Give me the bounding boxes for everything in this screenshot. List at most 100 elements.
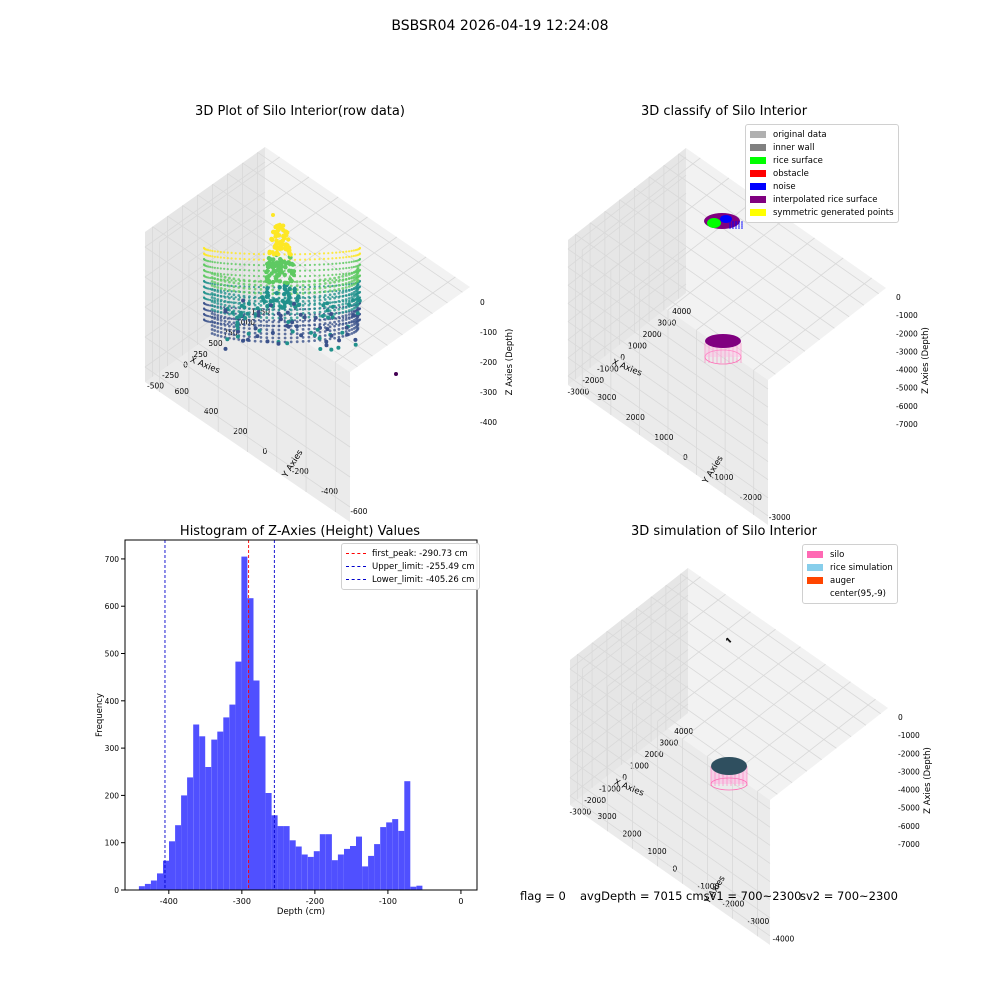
hist-bar [253,680,260,890]
legend-label: center(95,-9) [830,588,886,599]
plot4-ztick-label: -4000 [898,786,920,795]
plot2-grid-zy [567,284,769,426]
hist-ytick-label: 700 [105,555,120,564]
plot1-front-point [237,338,241,341]
plot1-ytick-label: -200 [292,467,309,476]
plot1-floor-point [312,333,317,338]
plot1-wall-point [299,319,302,322]
plot1-peak-point [296,302,302,307]
plot1-peak-point [282,272,287,277]
plot1-floor-point [239,313,244,318]
plot1-front-point [337,279,341,283]
plot1-floor-point [315,327,320,332]
plot1-wall-point [358,274,362,277]
avg-depth-text: avgDepth = 7015 cmsv1 = 700~2300 [580,889,802,903]
plot1-wall-point [358,257,362,261]
plot1-front-point [289,312,293,316]
plot1-front-point [337,275,341,279]
plot1-front-point [213,293,217,296]
hist-bar [301,854,308,890]
plot1-floor-point [325,301,330,306]
plot1-front-point [242,294,246,298]
legend-label: Upper_limit: -255.49 cm [372,561,475,572]
plot1-front-point [341,323,345,326]
plot1-wall-point [313,258,316,261]
plot1-front-point [337,295,341,299]
plot1-wall-point [207,282,210,285]
plot4-ztick-label: -2000 [898,749,920,758]
hist-bar [398,830,405,890]
plot1-ytick-label: 0 [263,447,268,456]
plot1-front-point [341,327,345,330]
plot1-wall-point [358,268,362,272]
plot1-floor-point [276,341,281,346]
plot4-xtick-label: 4000 [674,727,693,736]
classify-legend: original data inner wall rice surface obsta… [745,124,899,223]
plot1-front-point [337,311,341,315]
plot1-wall-point [234,274,237,277]
plot2-ytick-label: 2000 [626,413,645,422]
plot1-front-point [350,308,354,311]
plot2-ztick-label: -5000 [896,384,918,393]
plot1-wall-point [313,274,316,277]
plot1-front-point [337,331,341,335]
plot1-front-point [347,289,351,292]
plot1-front-point [313,299,316,302]
plot1-front-point [223,303,227,307]
plot1-wall-point [219,272,222,276]
plot1-wall-point [230,257,233,260]
legend-swatch [807,551,823,558]
plot1-wall-point [257,302,260,305]
plot1-floor-point [223,309,228,314]
plot1-front-point [313,319,316,322]
plot1-front-point [253,303,257,307]
plot1-front-point [301,288,305,291]
plot1-floor-point [239,303,244,308]
plot1-peak-point [292,286,297,292]
plot2-grid-z [567,229,687,322]
plot1-floor-point [324,343,329,348]
plot1-wall-point [304,286,307,289]
plot1-wall-point [234,263,237,266]
plot1-front-point [328,281,332,285]
plot1-wall-point [219,267,222,270]
plot1-floor-point [351,298,356,303]
plot1-wall-point [252,269,256,272]
plot1-front-point [337,327,341,331]
plot4-ztick-label: -7000 [898,840,920,849]
plot1-front-point [253,339,257,343]
plot4-grid-zy [569,704,771,846]
hist-bar [181,795,188,890]
plot1-front-point [344,298,348,301]
plot2-noise-point [738,221,740,223]
plot2-grid-zy [567,339,769,481]
plot1-front-point [318,310,322,314]
plot1-wall-point [262,264,265,267]
plot1-wall-point [209,265,212,269]
plot1-front-point [341,311,345,314]
plot1-wall-point [209,249,212,252]
plot1-wall-point [345,267,348,270]
plot1-wall-point [213,266,216,269]
hist-bar [319,834,326,890]
plot1-floor-point [325,308,330,313]
plot1-front-point [237,294,241,297]
plot1-wall-point [257,258,260,261]
plot1-front-point [356,290,360,294]
hist-bar [350,846,356,890]
plot1-front-point [223,283,227,287]
plot1-front-point [337,303,341,307]
plot1-peak-point [290,262,295,267]
plot1-front-point [289,284,293,288]
plot1-front-point [242,334,246,338]
plot1-floor-point [291,301,296,306]
plot2-noise-point [735,223,737,225]
plot1-wall-point [262,258,265,261]
plot1-front-point [223,315,227,319]
plot1-front-point [328,337,332,341]
hist-bar [211,739,218,890]
plot1-wall-point [262,291,265,294]
legend-swatch [807,577,823,584]
plot1-front-point [301,284,305,287]
